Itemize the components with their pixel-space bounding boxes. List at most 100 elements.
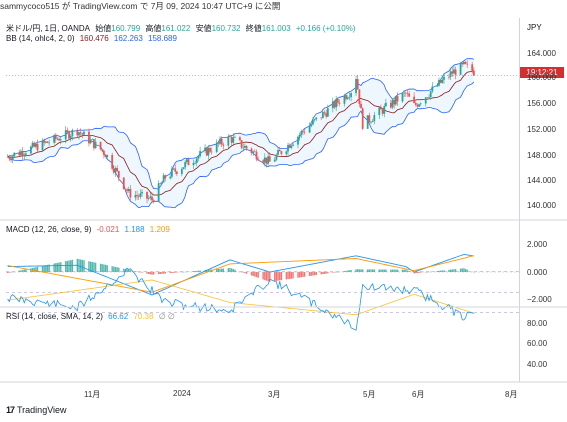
macd-histogram-bar (466, 269, 468, 272)
candle-body (114, 167, 117, 173)
macd-histogram-bar (285, 272, 288, 280)
candle-body (428, 97, 430, 98)
price-tick: 140.000 (527, 201, 556, 210)
candle-body (288, 144, 291, 148)
candle-body (472, 70, 475, 76)
macd-histogram-bar (439, 270, 442, 272)
macd-histogram-bar (199, 270, 201, 272)
candle-body (253, 151, 256, 153)
macd-histogram-bar (83, 260, 85, 272)
candle-body (396, 96, 399, 102)
signal-line (7, 255, 474, 293)
macd-histogram-bar (242, 272, 244, 273)
macd-histogram-bar (373, 269, 376, 272)
candle-body (391, 99, 394, 108)
candle-body (419, 103, 422, 105)
macd-histogram-bar (453, 269, 455, 272)
macd-histogram-bar (46, 264, 49, 272)
macd-histogram-bar (385, 269, 387, 272)
bb-legend[interactable]: BB (14, ohlc4, 2, 0) 160.476 162.263 158… (6, 34, 180, 43)
macd-histogram-bar (232, 269, 234, 272)
candle-body (88, 131, 90, 144)
rsi-name: RSI (14, close, SMA, 14, 2) (6, 312, 103, 321)
candle-body (187, 159, 190, 166)
candle-body (20, 151, 22, 156)
macd-histogram-bar (172, 272, 175, 273)
candle-body (320, 117, 323, 119)
candle-body (76, 129, 79, 136)
macd-tick: 0.000 (527, 268, 548, 277)
macd-histogram-bar (41, 265, 44, 272)
macd-histogram-bar (65, 261, 67, 272)
macd-histogram-bar (322, 272, 324, 275)
macd-histogram-bar (6, 272, 9, 274)
candle-body (431, 86, 434, 92)
candle-body (368, 115, 371, 123)
candle-body (64, 130, 67, 140)
candle-body (462, 61, 465, 65)
candle-body (169, 176, 172, 179)
candle-body (245, 145, 248, 149)
macd-histogram-bar (230, 268, 233, 272)
candle-body (385, 102, 387, 107)
macd-histogram-bar (123, 268, 125, 272)
macd-histogram-bar (390, 269, 392, 272)
candle-body (255, 151, 258, 160)
rsi-legend[interactable]: RSI (14, close, SMA, 14, 2) 66.62 70.38 … (6, 312, 178, 321)
candle-body (302, 131, 304, 132)
macd-tick: 2.000 (527, 240, 548, 249)
macd-histogram-bar (325, 272, 327, 274)
macd-histogram-bar (383, 269, 385, 272)
time-tick: 2024 (173, 389, 191, 398)
candle-body (159, 183, 162, 184)
macd-histogram-bar (18, 270, 20, 272)
currency-label[interactable]: JPY (527, 23, 542, 32)
candle-body (292, 144, 294, 146)
candle-body (453, 69, 455, 74)
candle-body (182, 167, 185, 170)
candle-body (443, 76, 445, 80)
macd-histogram-bar (280, 272, 283, 281)
macd-histogram-bar (267, 272, 269, 282)
macd-histogram-bar (151, 272, 153, 275)
bb-upper-value: 162.263 (113, 34, 143, 43)
macd-histogram-bar (461, 268, 463, 272)
candle-body (48, 142, 51, 144)
main-legend[interactable]: 米ドル/円, 1日, OANDA 始値160.799 高値161.022 安値1… (6, 23, 358, 34)
rsi-pane (6, 267, 519, 331)
candle-body (454, 69, 457, 75)
candle-body (116, 167, 119, 172)
macd-histogram-bar (70, 260, 72, 272)
tradingview-logo-icon: 17 (6, 405, 15, 415)
candle-body (161, 182, 163, 184)
macd-histogram-bar (313, 272, 316, 276)
macd-histogram-bar (401, 269, 404, 272)
candle-body (389, 102, 392, 108)
macd-histogram-bar (217, 268, 220, 272)
candle-body (33, 142, 36, 147)
candle-body (393, 99, 396, 105)
macd-histogram-bar (206, 269, 208, 272)
macd-histogram-bar (448, 269, 450, 272)
macd-histogram-bar (68, 260, 70, 272)
macd-hist-value: -0.021 (96, 225, 120, 234)
macd-histogram-bar (219, 268, 221, 272)
candle-body (323, 112, 326, 114)
macd-histogram-bar (222, 268, 225, 272)
candle-body (338, 102, 341, 104)
pane-separators (0, 219, 567, 383)
macd-histogram-bar (332, 272, 334, 273)
macd-histogram-bar (415, 272, 417, 274)
macd-legend[interactable]: MACD (12, 26, close, 9) -0.021 1.188 1.2… (6, 225, 173, 234)
price-tick: 160.000 (527, 73, 556, 82)
candle-body (195, 158, 198, 163)
candle-body (466, 63, 469, 65)
high-label: 高値 (145, 24, 162, 33)
candle-body (371, 121, 374, 122)
macd-histogram-bar (93, 262, 95, 272)
candle-body (275, 154, 278, 160)
candle-body (356, 79, 359, 90)
macd-histogram-bar (451, 269, 453, 272)
tradingview-brand[interactable]: 17 TradingView (6, 405, 67, 415)
